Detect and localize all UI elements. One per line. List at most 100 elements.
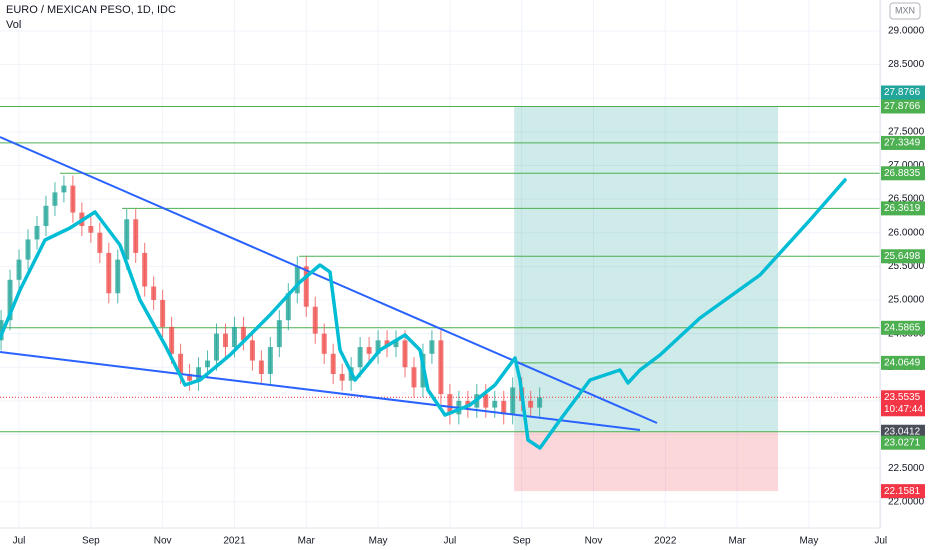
candle-body bbox=[303, 266, 309, 307]
candle-body bbox=[267, 347, 273, 374]
candle-body bbox=[366, 347, 372, 354]
candle-body bbox=[312, 306, 318, 334]
x-tick-label: Mar bbox=[298, 536, 316, 547]
level-label: 27.8766 bbox=[884, 101, 921, 112]
last-price-label: 23.5535 bbox=[884, 392, 921, 403]
currency-badge[interactable] bbox=[889, 2, 921, 20]
candle-body bbox=[330, 353, 336, 374]
target-label-bg bbox=[881, 85, 925, 100]
candle-body bbox=[70, 185, 76, 213]
x-tick-label: 2022 bbox=[654, 536, 677, 547]
candle-body bbox=[16, 259, 22, 280]
level-label: 24.0649 bbox=[884, 358, 921, 369]
candle-body bbox=[160, 299, 166, 327]
x-tick-label: May bbox=[369, 536, 388, 547]
candle-body bbox=[483, 394, 489, 408]
candle-body bbox=[339, 373, 345, 381]
profit-zone bbox=[514, 106, 779, 432]
candle-body bbox=[528, 400, 534, 408]
candle-body bbox=[196, 367, 202, 381]
candle-body bbox=[429, 340, 435, 354]
level-label-bg bbox=[881, 166, 925, 181]
volume-label: Vol bbox=[6, 19, 21, 31]
y-tick-label: 27.5000 bbox=[888, 126, 925, 137]
countdown-label: 10:47:44 bbox=[884, 404, 923, 415]
level-label: 25.6498 bbox=[884, 251, 921, 262]
candle-body bbox=[151, 286, 157, 300]
candle-body bbox=[222, 333, 228, 348]
candle-body bbox=[7, 279, 13, 321]
candle-body bbox=[492, 400, 498, 408]
candle-body bbox=[321, 333, 327, 354]
stop-label-bg bbox=[881, 484, 925, 499]
candle-body bbox=[178, 353, 184, 374]
level-label-bg bbox=[881, 249, 925, 264]
candle-body bbox=[115, 259, 121, 294]
level-label: 23.0412 bbox=[884, 426, 921, 437]
y-tick-label: 25.5000 bbox=[888, 261, 925, 272]
y-tick-label: 22.5000 bbox=[888, 463, 925, 474]
y-tick-label: 25.0000 bbox=[888, 295, 925, 306]
x-tick-label: 2021 bbox=[223, 536, 246, 547]
entry-label-bg bbox=[881, 435, 925, 450]
trend-line bbox=[0, 351, 641, 431]
candle-body bbox=[231, 326, 237, 348]
level-label-bg bbox=[881, 320, 925, 335]
x-tick-label: Sep bbox=[82, 536, 100, 547]
candle-body bbox=[213, 333, 219, 361]
candle-body bbox=[285, 293, 291, 321]
candle-body bbox=[438, 340, 444, 395]
projection-curve bbox=[0, 178, 847, 450]
candle-body bbox=[357, 347, 363, 368]
level-label-bg bbox=[881, 201, 925, 216]
chart-title: EURO / MEXICAN PESO, 1D, IDC bbox=[6, 4, 176, 16]
currency-label: MXN bbox=[895, 5, 915, 15]
candle-body bbox=[294, 266, 300, 294]
x-tick-label: Sep bbox=[513, 536, 531, 547]
trend-line bbox=[0, 136, 658, 424]
candle-body bbox=[43, 205, 49, 226]
candle-body bbox=[205, 360, 211, 368]
last-price-bg bbox=[881, 390, 925, 417]
candle-body bbox=[240, 326, 246, 341]
candle-body bbox=[537, 397, 543, 408]
candle-body bbox=[501, 400, 507, 415]
target-label: 27.8766 bbox=[884, 87, 921, 98]
x-tick-label: Nov bbox=[585, 536, 603, 547]
candle-body bbox=[276, 320, 282, 348]
candle-body bbox=[447, 394, 453, 415]
level-label: 27.3349 bbox=[884, 138, 921, 149]
plot-area bbox=[0, 0, 882, 528]
x-tick-label: Mar bbox=[728, 536, 746, 547]
x-tick-label: Jul bbox=[13, 536, 26, 547]
candle-body bbox=[411, 367, 417, 388]
candle-body bbox=[124, 219, 130, 260]
candle-body bbox=[510, 387, 516, 415]
x-tick-label: Nov bbox=[154, 536, 172, 547]
level-label-bg bbox=[881, 355, 925, 370]
candle-body bbox=[142, 252, 148, 287]
entry-label: 23.0271 bbox=[884, 437, 921, 448]
candle-body bbox=[106, 252, 112, 294]
candle-body bbox=[169, 326, 175, 354]
candle-body bbox=[61, 185, 67, 193]
candle-body bbox=[133, 219, 139, 253]
level-label-bg bbox=[881, 424, 925, 439]
y-tick-label: 28.5000 bbox=[888, 59, 925, 70]
candle-body bbox=[402, 340, 408, 368]
stop-label: 22.1581 bbox=[884, 486, 921, 497]
y-tick-label: 27.0000 bbox=[888, 160, 925, 171]
level-label: 26.8835 bbox=[884, 168, 921, 179]
candle-body bbox=[34, 225, 40, 240]
y-tick-label: 22.0000 bbox=[888, 496, 925, 507]
loss-zone bbox=[514, 431, 779, 492]
level-label-bg bbox=[881, 99, 925, 114]
candle-body bbox=[187, 373, 193, 381]
candle-body bbox=[97, 232, 103, 253]
x-tick-label: Jul bbox=[874, 536, 887, 547]
candle-body bbox=[384, 340, 390, 348]
y-tick-label: 29.0000 bbox=[888, 26, 925, 37]
candle-body bbox=[25, 239, 31, 260]
